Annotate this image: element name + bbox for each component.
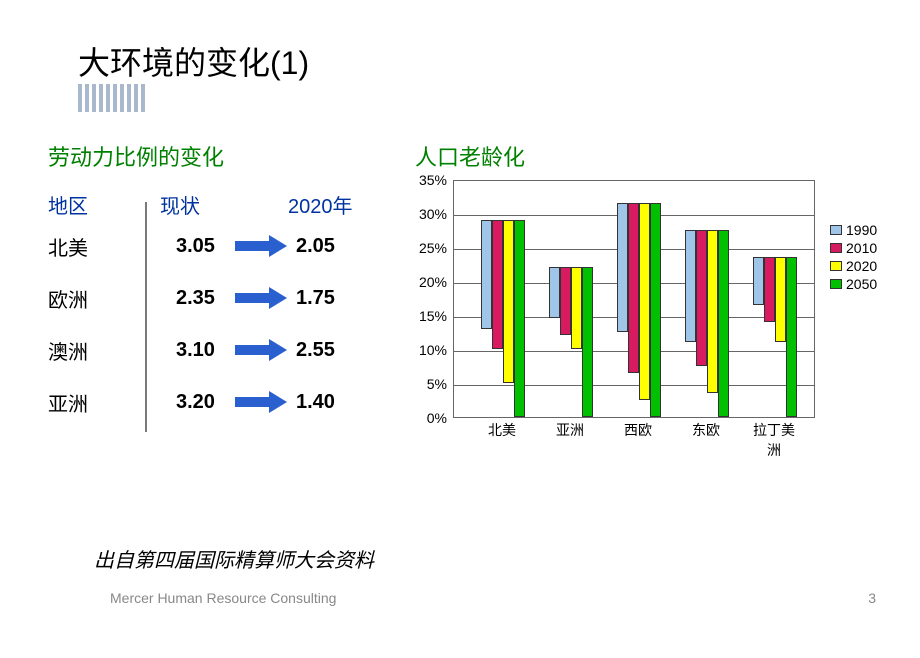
table-body: 北美 3.05 2.05 欧洲 2.35 1.75 澳洲 3.10 2.55 亚洲 3.20 1.40 [48,220,388,428]
legend-swatch [830,279,842,289]
bar [503,220,514,383]
value-current: 3.05 [176,235,215,258]
value-future: 2.55 [296,339,335,362]
x-tick-label: 西欧 [624,420,652,440]
footer-company: Mercer Human Resource Consulting [110,590,336,606]
legend-label: 2010 [846,240,877,256]
legend-item: 2020 [830,258,877,274]
legend-label: 2050 [846,276,877,292]
bar [650,203,661,417]
bar [639,203,650,400]
legend-item: 1990 [830,222,877,238]
x-tick-label: 拉丁美洲 [749,420,800,460]
chart-plot-area [453,180,815,418]
bar [753,257,764,305]
bar [685,230,696,342]
value-future: 1.40 [296,391,335,414]
legend-swatch [830,261,842,271]
legend-label: 1990 [846,222,877,238]
value-current: 2.35 [176,287,215,310]
footer-page-number: 3 [868,590,876,606]
bar [718,230,729,417]
legend-swatch [830,243,842,253]
table-row: 澳洲 3.10 2.55 [48,324,388,376]
x-tick-label: 北美 [488,420,516,440]
arrow-icon [235,235,287,257]
y-tick-label: 15% [405,308,447,324]
region-label: 北美 [48,232,88,261]
value-current: 3.10 [176,339,215,362]
arrow-icon [235,287,287,309]
value-current: 3.20 [176,391,215,414]
bar-group [481,220,525,417]
legend-item: 2050 [830,276,877,292]
value-future: 1.75 [296,287,335,310]
header-future: 2020年 [288,190,353,219]
bar-group [549,267,593,417]
left-section-title: 劳动力比例的变化 [48,140,388,172]
bar [560,267,571,335]
region-label: 欧洲 [48,284,88,313]
y-tick-label: 30% [405,206,447,222]
bar [775,257,786,342]
slide-title: 大环境的变化(1) [78,38,309,84]
aging-section: 人口老龄化 [405,140,905,182]
right-section-title: 人口老龄化 [415,140,905,172]
legend-item: 2010 [830,240,877,256]
arrow-icon [235,391,287,413]
legend-label: 2020 [846,258,877,274]
x-tick-label: 东欧 [692,420,720,440]
bar [571,267,582,349]
bar [764,257,775,322]
bar [582,267,593,417]
bar [707,230,718,393]
y-tick-label: 35% [405,172,447,188]
y-tick-label: 25% [405,240,447,256]
bar [786,257,797,417]
table-row: 欧洲 2.35 1.75 [48,272,388,324]
bar [514,220,525,417]
y-tick-label: 0% [405,410,447,426]
value-future: 2.05 [296,235,335,258]
table-row: 北美 3.05 2.05 [48,220,388,272]
bar-group [685,230,729,417]
region-label: 澳洲 [48,336,88,365]
table-header-row: 地区 现状 2020年 [48,190,388,220]
bar [628,203,639,373]
arrow-icon [235,339,287,361]
aging-chart: 0%5%10%15%20%25%30%35% 北美亚洲西欧东欧拉丁美洲 [405,180,825,438]
y-tick-label: 5% [405,376,447,392]
x-tick-label: 亚洲 [556,420,584,440]
bar [481,220,492,329]
header-current: 现状 [160,190,200,219]
region-label: 亚洲 [48,388,88,417]
labor-ratio-section: 劳动力比例的变化 地区 现状 2020年 北美 3.05 2.05 欧洲 2.35 1.7… [48,140,388,428]
source-text: 出自第四届国际精算师大会资料 [94,544,374,573]
bar [492,220,503,349]
table-divider [145,202,147,432]
header-region: 地区 [48,190,88,219]
y-tick-label: 20% [405,274,447,290]
bar [696,230,707,366]
legend-swatch [830,225,842,235]
bar-group [753,257,797,417]
y-tick-label: 10% [405,342,447,358]
title-decoration [78,84,145,112]
bar-group [617,203,661,417]
table-row: 亚洲 3.20 1.40 [48,376,388,428]
bar [549,267,560,318]
bar [617,203,628,332]
chart-legend: 1990 2010 2020 2050 [830,222,877,294]
